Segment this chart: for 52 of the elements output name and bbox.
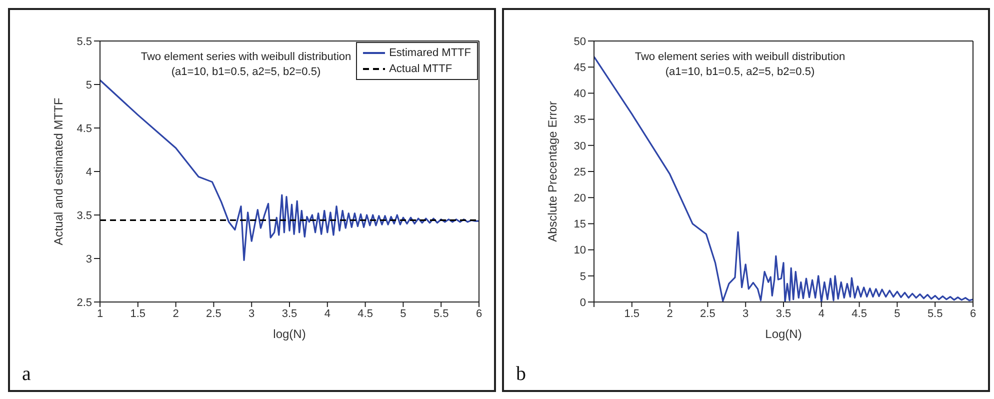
y-tick-label: 50 [574, 36, 586, 48]
y-tick-label: 3 [86, 253, 92, 266]
x-tick-label: 5.5 [927, 308, 943, 320]
y-tick-label: 30 [574, 140, 586, 152]
y-tick-label: 25 [574, 166, 586, 178]
text: Two element series with weibull distribution [634, 50, 846, 65]
y-tick-label: 5 [86, 79, 92, 92]
text: b [516, 363, 526, 386]
x-axis-title: log(N) [273, 327, 306, 341]
y-tick-label: 0 [580, 296, 586, 309]
x-tick-label: 4.5 [852, 308, 867, 320]
x-tick-label: 4.5 [358, 308, 373, 320]
y-tick-label: 5 [580, 270, 586, 283]
y-tick-label: 40 [574, 88, 586, 100]
x-tick-label: 2 [172, 308, 179, 320]
y-tick-label: 45 [574, 62, 586, 74]
x-tick-label: 3 [248, 308, 255, 320]
y-tick-label: 2.5 [76, 296, 92, 309]
y-tick-label: 20 [574, 192, 586, 205]
y-tick-label: 4.5 [76, 122, 92, 135]
x-tick-label: 3 [742, 308, 749, 320]
x-tick-label: 6 [970, 308, 976, 320]
y-axis-title: Absclute Precentage Error [545, 101, 560, 242]
x-tick-label: 4 [818, 308, 824, 320]
x-axis-title: Log(N) [765, 327, 802, 341]
x-tick-label: 4 [324, 308, 330, 320]
x-tick-label: 2.5 [700, 308, 716, 320]
text: Two element series with weibull distribution [140, 51, 352, 63]
y-tick-label: 4 [86, 166, 92, 178]
x-tick-label: 2.5 [206, 308, 222, 320]
y-tick-label: 35 [574, 114, 586, 126]
y-tick-label: 3.5 [76, 210, 92, 222]
text: a [22, 363, 31, 386]
legend-label: Actual MTTF [389, 62, 452, 77]
y-tick-label: 5.5 [76, 36, 92, 48]
x-tick-label: 6 [476, 308, 482, 320]
x-tick-label: 5 [894, 308, 900, 320]
x-tick-label: 3.5 [282, 308, 298, 320]
x-tick-label: 2 [666, 308, 673, 320]
y-tick-label: 15 [574, 218, 586, 231]
line-series [100, 79, 479, 262]
legend-label: Estimared MTTF [389, 46, 471, 61]
x-tick-label: 3.5 [776, 308, 792, 320]
x-tick-label: 1 [96, 308, 104, 320]
text: (a1=10, b1=0.5, a2=5, b2=0.5) [171, 66, 321, 78]
x-tick-label: 5.5 [433, 308, 449, 320]
x-tick-label: 5 [400, 308, 406, 320]
text: (a1=10, b1=0.5, a2=5, b2=0.5) [664, 65, 816, 80]
y-axis-title: Actual and estimated MTTF [51, 98, 66, 246]
x-tick-label: 1.5 [130, 308, 146, 320]
x-tick-label: 1.5 [624, 308, 640, 320]
y-tick-label: 10 [574, 244, 586, 257]
